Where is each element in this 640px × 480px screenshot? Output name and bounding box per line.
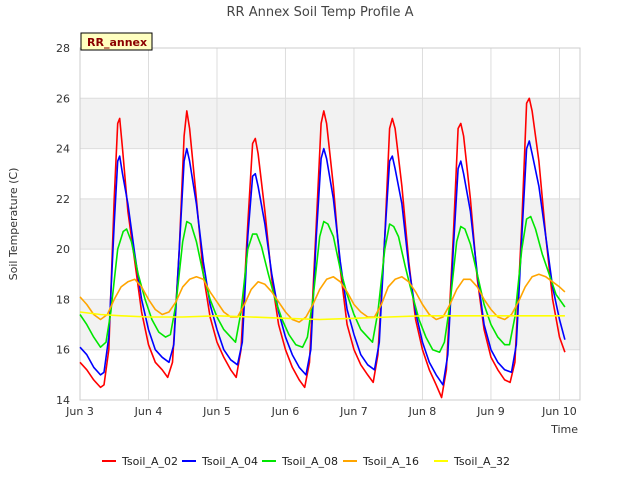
y-tick-label: 26 — [56, 92, 70, 105]
grid-band — [80, 98, 580, 149]
series-line-tsoil-a-32 — [79, 311, 565, 321]
legend-label: Tsoil_A_04 — [201, 455, 258, 468]
plot-background-bands — [80, 48, 580, 400]
x-tick-label: Jun 4 — [134, 405, 163, 418]
site-badge: RR_annex — [80, 32, 153, 51]
y-tick-label: 28 — [56, 42, 70, 55]
y-tick-label: 24 — [56, 143, 70, 156]
y-tick-label: 22 — [56, 193, 70, 206]
series-line-tsoil-a-04 — [79, 140, 566, 386]
legend-label: Tsoil_A_32 — [453, 455, 510, 468]
y-axis-label: Soil Temperature (C) — [7, 168, 20, 281]
legend-label: Tsoil_A_16 — [362, 455, 419, 468]
x-tick-label: Jun 9 — [476, 405, 505, 418]
legend-label: Tsoil_A_02 — [121, 455, 178, 468]
chart-title: RR Annex Soil Temp Profile A — [227, 5, 414, 20]
y-axis-ticks: 14 16 18 20 22 24 26 28 — [56, 42, 70, 407]
y-tick-label: 14 — [56, 394, 70, 407]
y-tick-label: 16 — [56, 344, 70, 357]
grid-band — [80, 299, 580, 350]
x-tick-label: Jun 10 — [541, 405, 577, 418]
grid-band — [80, 198, 580, 250]
y-tick-label: 18 — [56, 293, 70, 306]
series-line-tsoil-a-08 — [79, 215, 566, 353]
x-tick-label: Jun 7 — [339, 405, 368, 418]
series-line-tsoil-a-16 — [79, 273, 566, 323]
legend-label: Tsoil_A_08 — [281, 455, 338, 468]
y-tick-label: 20 — [56, 243, 70, 256]
series-lines — [79, 97, 566, 399]
x-tick-label: Jun 6 — [271, 405, 300, 418]
plot-frame — [79, 47, 581, 401]
x-tick-label: Jun 5 — [202, 405, 231, 418]
x-tick-label: Jun 3 — [65, 405, 94, 418]
x-axis-label: Time — [550, 423, 578, 436]
legend: Tsoil_A_02 Tsoil_A_04 Tsoil_A_08 Tsoil_A_16… — [102, 455, 510, 468]
x-axis-ticks: Jun 3 Jun 4 Jun 5 Jun 6 Jun 7 Jun 8 Jun 9 Jun 1… — [65, 405, 577, 418]
site-badge-text: RR_annex — [87, 36, 147, 49]
x-tick-label: Jun 8 — [408, 405, 437, 418]
site-badge-box — [80, 32, 153, 51]
